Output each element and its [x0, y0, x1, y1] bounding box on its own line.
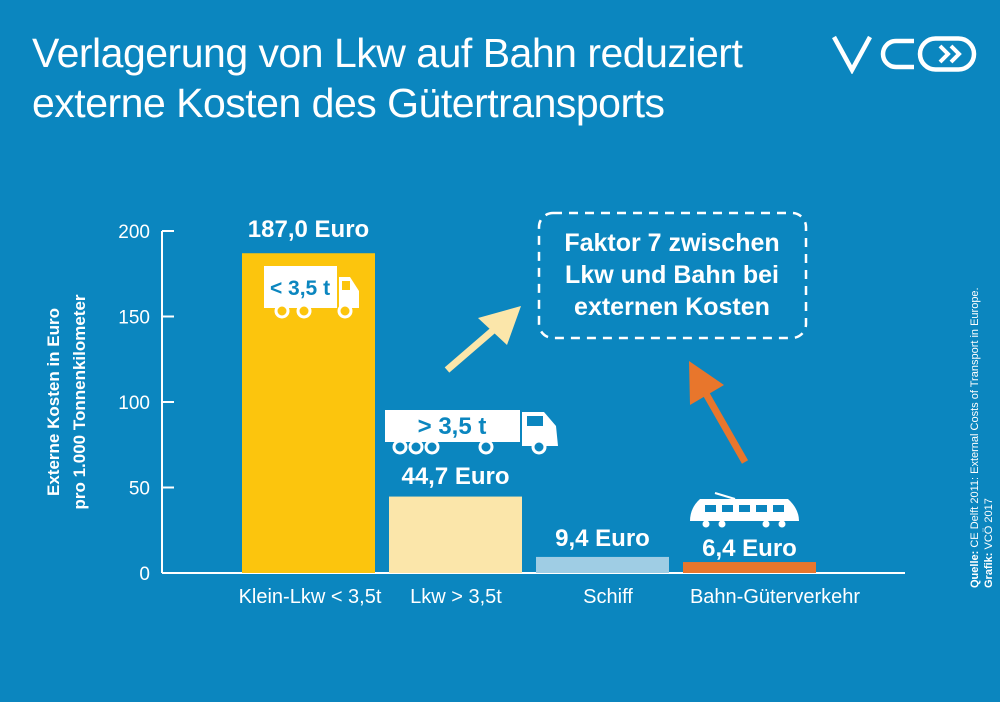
small-truck-wheel [296, 303, 312, 319]
data-label-2: 44,7 Euro [401, 463, 509, 490]
logo-letter-c [880, 38, 914, 70]
chart-title: Verlagerung von Lkw auf Bahn reduziert e… [32, 28, 743, 128]
large-truck-window [527, 416, 543, 426]
large-truck-wheel [424, 439, 440, 455]
title-line-2: externe Kosten des Gütertransports [32, 80, 665, 126]
train-wheel [778, 520, 786, 528]
annotation-box [537, 211, 808, 340]
train-pantograph [714, 492, 736, 500]
source-text: CE Delft 2011: External Costs of Transpo… [969, 287, 981, 551]
logo-letter-o [917, 36, 977, 72]
small-truck-wheel [337, 303, 353, 319]
y-tick-label: 200 [118, 222, 150, 243]
y-tick-label: 50 [129, 479, 150, 500]
data-label-3: 9,4 Euro [555, 525, 650, 552]
y-axis-label-line-1: Externe Kosten in Euro [44, 308, 63, 496]
small-truck-icon: < 3,5 t [264, 266, 359, 319]
y-axis-label-line-2: pro 1.000 Tonnenkilometer [70, 294, 89, 509]
credit-label: Grafik: [983, 552, 995, 588]
bar-4 [683, 562, 816, 573]
large-truck-wheel [408, 439, 424, 455]
train-wheel [718, 520, 726, 528]
small-truck-window [342, 281, 350, 290]
vco-logo [832, 35, 977, 74]
large-truck-trailer [385, 410, 520, 442]
train-window [722, 505, 733, 512]
x-tick-label-4: Bahn-Güterverkehr [690, 586, 860, 608]
large-truck-wheel [531, 439, 547, 455]
train-window [705, 505, 716, 512]
large-truck-label: > 3,5 t [418, 413, 487, 440]
train-window [773, 505, 784, 512]
annotation-line-3: externen Kosten [574, 293, 770, 321]
small-truck-label: < 3,5 t [270, 277, 330, 300]
y-tick-label: 150 [118, 308, 150, 329]
train-window [756, 505, 767, 512]
bar-2 [389, 496, 522, 573]
x-tick-label-1: Klein-Lkw < 3,5t [239, 586, 382, 608]
small-truck-wheel [274, 303, 290, 319]
arrow-up-left-icon [689, 361, 749, 464]
title-line-1: Verlagerung von Lkw auf Bahn reduziert [32, 30, 743, 76]
large-truck-wheel [392, 439, 408, 455]
large-truck-wheel [478, 439, 494, 455]
data-label-1: 187,0 Euro [248, 216, 369, 243]
small-truck-cargo [264, 266, 337, 308]
logo-letter-v [832, 35, 872, 74]
train-wheel [702, 520, 710, 528]
annotation-line-1: Faktor 7 zwischen [564, 229, 779, 257]
source-note: Quelle: CE Delft 2011: External Costs of… [968, 287, 996, 588]
bar-3 [536, 556, 669, 573]
y-tick-label: 0 [139, 564, 150, 585]
data-label-4: 6,4 Euro [702, 535, 797, 562]
annotation-line-2: Lkw und Bahn bei [565, 261, 779, 289]
y-tick-label: 100 [118, 393, 150, 414]
logo-chevron-1 [938, 44, 951, 64]
train-window [739, 505, 750, 512]
x-tick-label-3: Schiff [583, 586, 633, 608]
logo-chevron-2 [949, 44, 962, 64]
arrow-up-right-icon [444, 306, 521, 373]
train-wheel [762, 520, 770, 528]
large-truck-icon: > 3,5 t [385, 410, 558, 455]
train-icon [690, 492, 799, 528]
credit-text: VCÖ 2017 [983, 498, 995, 553]
x-tick-label-2: Lkw > 3,5t [410, 586, 502, 608]
source-label: Quelle: [969, 550, 981, 588]
